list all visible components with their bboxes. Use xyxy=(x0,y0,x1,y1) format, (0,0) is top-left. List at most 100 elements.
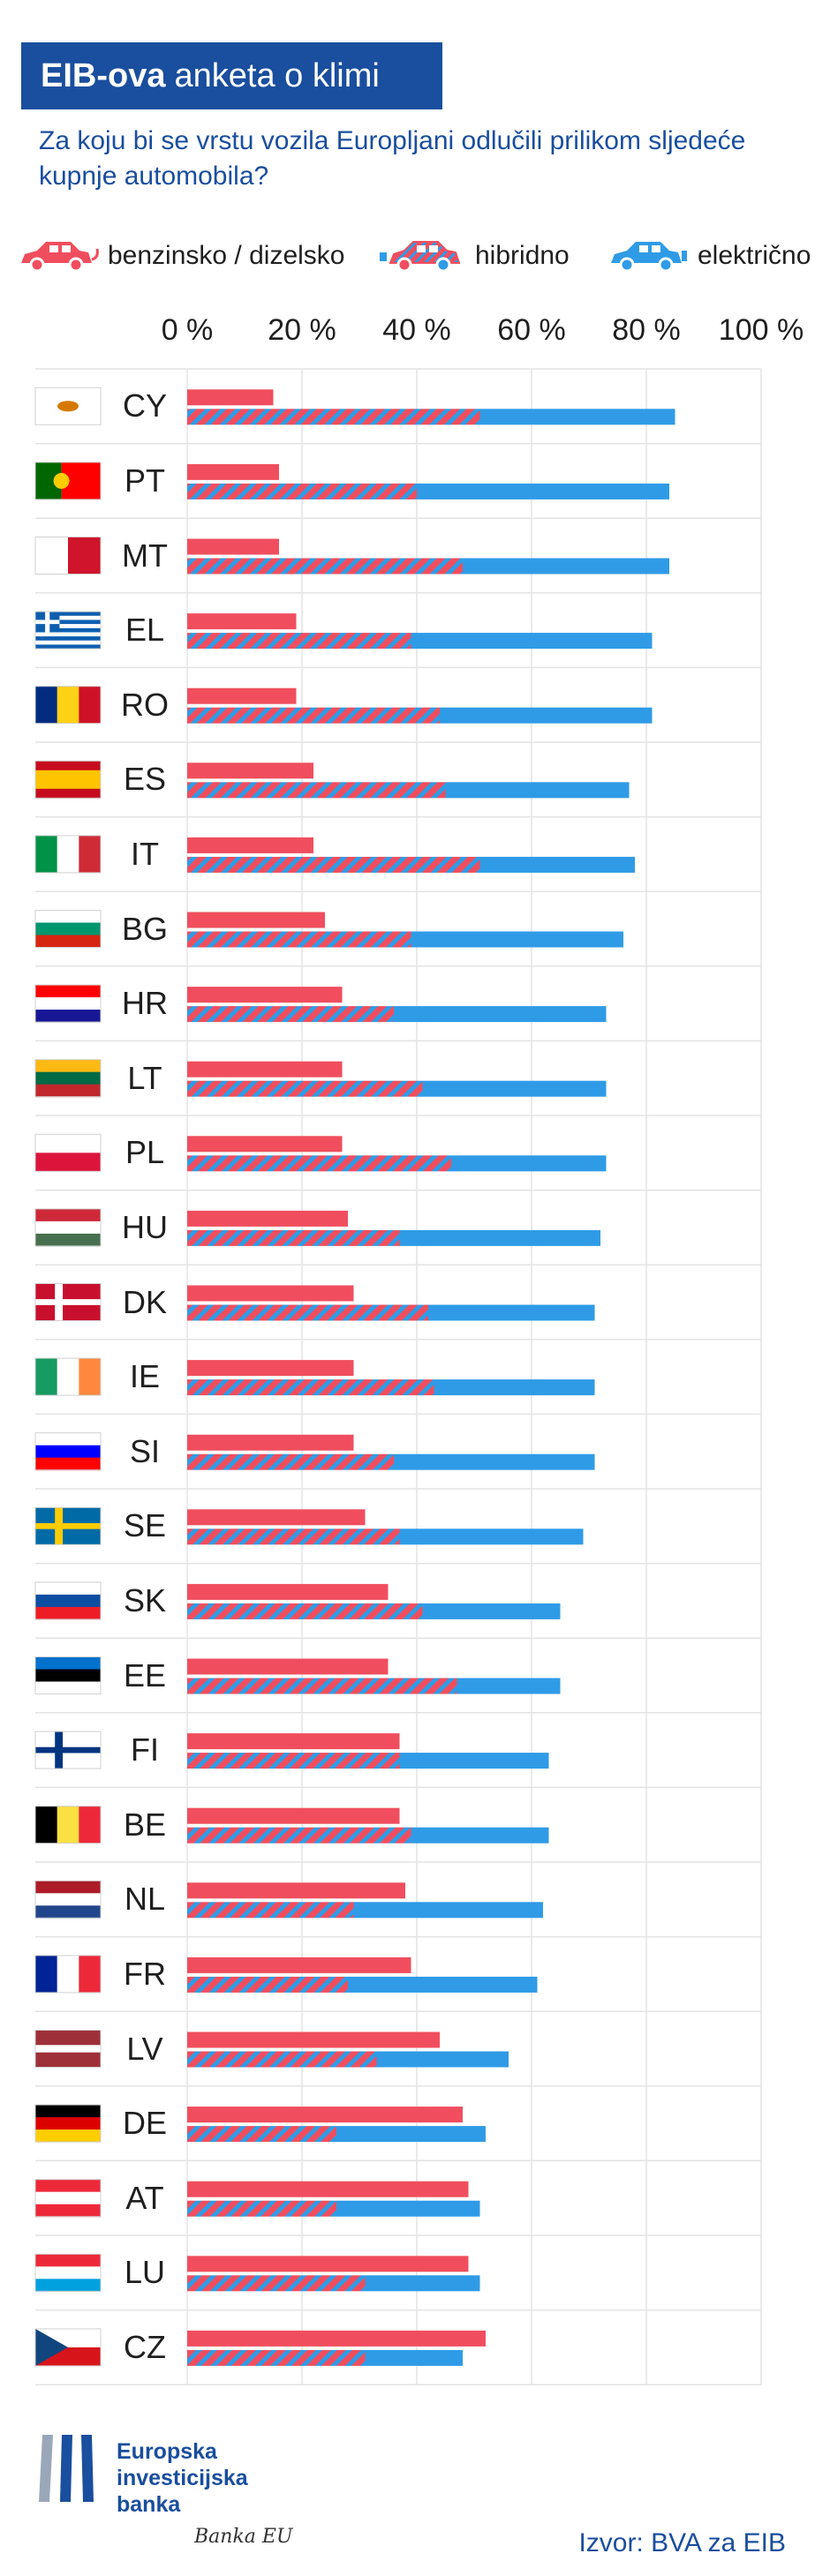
flag-cz-icon xyxy=(34,2328,102,2367)
country-label: ES xyxy=(123,761,167,798)
flag-part xyxy=(35,1084,101,1098)
flag-part xyxy=(35,1134,101,1153)
flag-part xyxy=(35,615,101,620)
country-label: DE xyxy=(122,2105,167,2142)
petrol-car-icon xyxy=(21,242,99,273)
x-tick-label: 80 % xyxy=(612,313,681,347)
flag-bg-icon xyxy=(34,910,102,948)
flag-part xyxy=(35,1457,101,1471)
bar-petrol-es xyxy=(187,762,313,779)
bar-hybrid-nl xyxy=(187,1902,354,1919)
flag-border xyxy=(34,1357,102,1396)
flag-part xyxy=(35,1522,101,1529)
bar-electric-pl xyxy=(451,1155,607,1172)
country-label: EL xyxy=(124,612,165,649)
flag-part xyxy=(35,636,101,642)
flag-part xyxy=(35,997,101,1010)
bar-hybrid-ro xyxy=(187,707,440,724)
bar-hybrid-si xyxy=(187,1453,394,1470)
bar-electric-ie xyxy=(434,1379,595,1396)
flag-part xyxy=(35,1594,101,1608)
bar-petrol-fr xyxy=(187,1956,411,1973)
flag-border xyxy=(34,1806,102,1844)
country-label: HR xyxy=(122,985,168,1022)
flag-part xyxy=(35,1358,58,1396)
title-bold: EIB-ova xyxy=(41,56,166,94)
bar-electric-el xyxy=(411,633,653,650)
bar-electric-se xyxy=(399,1528,584,1545)
flag-part xyxy=(35,1656,101,1670)
bar-petrol-hu xyxy=(187,1210,348,1227)
flag-part xyxy=(35,1955,58,1993)
country-label: EE xyxy=(123,1656,167,1694)
flag-border xyxy=(34,2253,102,2292)
flag-part xyxy=(35,1606,101,1620)
flag-it-icon xyxy=(34,835,102,874)
bar-electric-pt xyxy=(417,483,669,499)
bar-petrol-mt xyxy=(187,538,279,555)
flag-part xyxy=(35,2191,101,2205)
x-tick-label: 20 % xyxy=(268,313,336,347)
bar-electric-nl xyxy=(353,1902,543,1919)
legend-item-hybrid: hibridno xyxy=(378,229,570,282)
bar-hybrid-de xyxy=(187,2126,336,2143)
country-label: LT xyxy=(127,1059,162,1096)
flag-es-icon xyxy=(34,760,102,799)
flag-border xyxy=(34,1581,102,1620)
signature: Banka EU xyxy=(194,2526,293,2548)
bar-hybrid-it xyxy=(187,856,480,873)
country-label: LV xyxy=(126,2030,163,2067)
eib-logo-icon xyxy=(39,2435,94,2502)
flag-be-icon xyxy=(34,1806,102,1844)
bar-petrol-nl xyxy=(187,1882,405,1899)
bar-hybrid-pl xyxy=(187,1155,451,1172)
eib-name: Europska investicijska banka xyxy=(117,2438,248,2518)
flag-part xyxy=(35,644,101,650)
flag-part xyxy=(35,2279,101,2292)
bar-hybrid-ie xyxy=(187,1379,434,1396)
flag-lt-icon xyxy=(34,1059,102,1098)
country-label: FI xyxy=(131,1731,159,1769)
bar-electric-mt xyxy=(463,558,669,575)
bar-hybrid-bg xyxy=(187,931,411,948)
flag-part xyxy=(35,835,58,873)
flag-part xyxy=(35,761,101,771)
flag-border xyxy=(34,1506,102,1545)
flag-part xyxy=(35,1233,101,1247)
flag-part xyxy=(57,1955,79,1993)
flag-part xyxy=(35,1220,101,1235)
bar-electric-it xyxy=(479,856,635,873)
flag-at-icon xyxy=(34,2179,102,2218)
flag-fi-icon xyxy=(34,1731,102,1769)
bar-hybrid-pt xyxy=(187,483,417,499)
bar-petrol-de xyxy=(187,2107,463,2123)
flag-part xyxy=(35,2254,101,2267)
chart-subtitle: Za koju bi se vrstu vozila Europljani od… xyxy=(39,126,746,191)
flag-border xyxy=(34,2104,102,2143)
country-label: SK xyxy=(123,1581,167,1618)
bar-hybrid-be xyxy=(187,1827,411,1844)
bar-hybrid-mt xyxy=(187,558,463,575)
bar-electric-fi xyxy=(399,1753,549,1769)
bar-electric-be xyxy=(411,1827,549,1844)
flag-part xyxy=(35,2328,68,2366)
bar-electric-sk xyxy=(422,1603,561,1619)
flag-part xyxy=(35,1010,101,1023)
flag-lu-icon xyxy=(34,2253,102,2292)
bar-electric-hu xyxy=(399,1229,600,1246)
flag-part xyxy=(57,835,79,873)
flag-ee-icon xyxy=(34,1656,102,1694)
flag-part xyxy=(35,922,101,935)
bar-hybrid-el xyxy=(187,633,411,650)
bar-hybrid-es xyxy=(187,782,446,799)
flag-border xyxy=(34,387,102,425)
country-label: AT xyxy=(125,2179,164,2216)
bar-petrol-si xyxy=(187,1434,354,1451)
flag-part xyxy=(35,1153,101,1172)
bar-electric-de xyxy=(336,2126,486,2143)
bar-electric-lu xyxy=(365,2275,480,2292)
bar-electric-dk xyxy=(428,1304,595,1321)
flag-border xyxy=(34,2328,102,2367)
bar-electric-es xyxy=(445,782,630,799)
bar-hybrid-cy xyxy=(187,409,480,425)
